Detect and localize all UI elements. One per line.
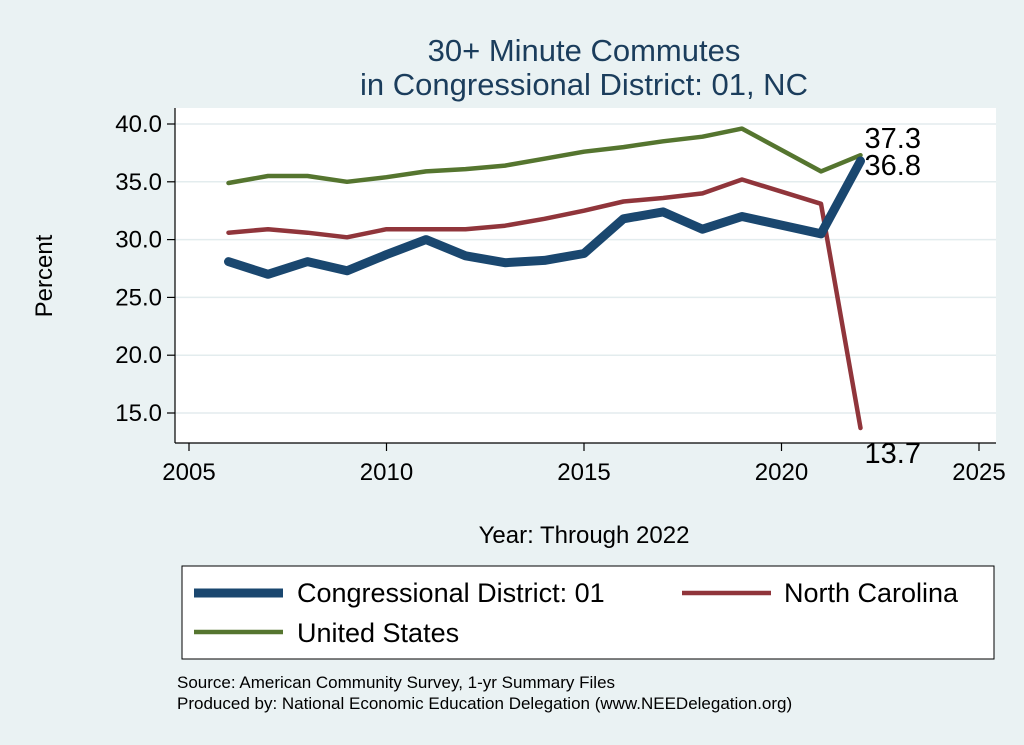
legend: Congressional District: 01 North Carolin…	[181, 565, 995, 660]
legend-label-united-states: United States	[297, 618, 459, 648]
y-tick-label-15: 15.0	[115, 400, 162, 427]
y-tick-label-35: 35.0	[115, 169, 162, 196]
x-tick-label-2025: 2025	[952, 459, 1005, 486]
gridlines	[175, 123, 996, 414]
producer-note: Produced by: National Economic Education…	[177, 694, 792, 713]
series-line-north-carolina	[226, 177, 863, 431]
legend-box	[181, 565, 995, 660]
x-tick-label-2015: 2015	[557, 459, 610, 486]
y-tick-label-25: 25.0	[115, 284, 162, 311]
chart-title-line-2: in Congressional District: 01, NC	[360, 67, 808, 102]
chart-title-line-1: 30+ Minute Commutes	[428, 33, 741, 68]
series-line-united-states	[226, 126, 863, 186]
y-axis-title: Percent	[31, 234, 58, 317]
end-label-north-carolina: 13.7	[865, 438, 921, 470]
legend-label-north-carolina: North Carolina	[784, 578, 959, 608]
axes	[174, 108, 996, 444]
series-lines	[224, 126, 865, 431]
tick-labels: 15.0 20.0 25.0 30.0 35.0 40.0 2005 2010 2015 2020…	[115, 111, 1005, 486]
x-axis-title: Year: Through 2022	[479, 522, 690, 549]
end-label-district: 36.8	[865, 150, 921, 182]
y-tick-label-40: 40.0	[115, 111, 162, 138]
x-tick-label-2020: 2020	[755, 459, 808, 486]
y-tick-label-20: 20.0	[115, 342, 162, 369]
source-note: Source: American Community Survey, 1-yr …	[177, 673, 615, 692]
y-tick-label-30: 30.0	[115, 227, 162, 254]
x-tick-label-2010: 2010	[360, 459, 413, 486]
end-label-united-states: 37.3	[865, 123, 921, 155]
x-tick-label-2005: 2005	[162, 459, 215, 486]
series-line-district	[224, 156, 865, 279]
end-labels: 36.8 13.7 37.3	[865, 123, 921, 470]
legend-label-district: Congressional District: 01	[297, 578, 605, 608]
